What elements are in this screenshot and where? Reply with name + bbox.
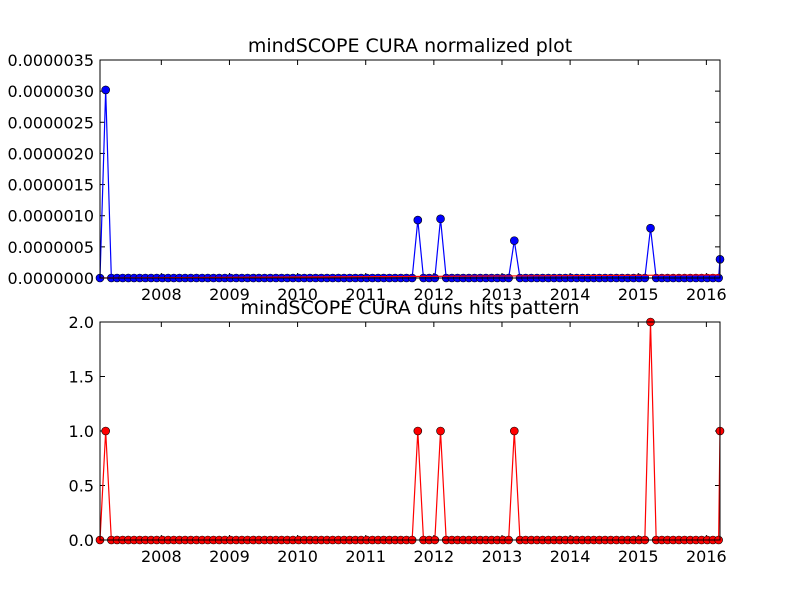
normalized-plot-x-tick-label: 2013: [482, 285, 523, 304]
duns-hits-x-tick-label: 2009: [209, 547, 250, 566]
duns-hits-title: mindSCOPE CURA duns hits pattern: [241, 297, 580, 319]
normalized-plot-y-tick-label: 0.0000035: [7, 51, 94, 70]
duns-hits-x-tick-label: 2016: [686, 547, 727, 566]
normalized-plot-y-tick-label: 0.0000000: [7, 269, 94, 288]
duns-hits-y-tick-label: 1.0: [69, 422, 94, 441]
duns-hits-x-tick-label: 2011: [345, 547, 386, 566]
duns-hits-point: [509, 426, 519, 436]
normalized-plot-point: [646, 223, 655, 233]
duns-hits-frame: [99, 321, 721, 541]
normalized-plot-x-tick-label: 2010: [277, 285, 318, 304]
normalized-plot-x-tick-label: 2011: [345, 285, 386, 304]
normalized-plot-point: [509, 236, 519, 245]
duns-hits-panel: mindSCOPE CURA duns hits pattern 2008 200…: [69, 297, 727, 566]
normalized-plot-x-tick-label: 2009: [209, 285, 250, 304]
normalized-plot-x-tick-label: 2012: [413, 285, 454, 304]
normalized-plot-y-tick-label: 0.0000030: [7, 82, 94, 101]
normalized-plot-y-tick-label: 0.0000025: [7, 113, 94, 132]
duns-hits-x-tick-label: 2014: [550, 547, 591, 566]
normalized-plot-panel: mindSCOPE CURA normalized plot 2008 2009 2…: [7, 35, 726, 304]
normalized-plot-x-tick-label: 2016: [686, 285, 727, 304]
normalized-plot-title: mindSCOPE CURA normalized plot: [248, 35, 572, 57]
normalized-plot-x-tick-label: 2014: [550, 285, 591, 304]
duns-hits-ticks: 2008 2009 2010 2011 2012 2013 2014 2015 2016 0.0 0…: [69, 313, 727, 566]
normalized-plot-y-tick-label: 0.0000015: [7, 176, 94, 195]
normalized-plot-point: [101, 85, 110, 95]
duns-hits-x-tick-label: 2015: [618, 547, 659, 566]
duns-hits-x-tick-label: 2012: [413, 547, 454, 566]
normalized-plot-x-tick-label: 2015: [618, 285, 659, 304]
duns-hits-y-tick-label: 0.0: [69, 531, 94, 550]
duns-hits-series-line: [99, 321, 721, 541]
normalized-plot-point: [413, 215, 423, 225]
normalized-plot-trend-line: [99, 274, 721, 279]
duns-hits-marks: [95, 317, 725, 545]
duns-hits-y-tick-label: 2.0: [69, 313, 94, 332]
duns-hits-point: [413, 426, 423, 436]
normalized-plot-point: [436, 214, 445, 224]
normalized-plot-series-line: [99, 89, 721, 279]
duns-hits-x-tick-label: 2010: [277, 547, 318, 566]
duns-hits-point: [436, 426, 445, 436]
normalized-plot-ticks: 2008 2009 2010 2011 2012 2013 2014 2015 2016 0.00…: [7, 51, 726, 304]
duns-hits-y-tick-label: 0.5: [69, 477, 94, 496]
duns-hits-y-tick-label: 1.5: [69, 368, 94, 387]
normalized-plot-y-tick-label: 0.0000005: [7, 238, 94, 257]
duns-hits-x-tick-label: 2008: [141, 547, 182, 566]
normalized-plot-y-tick-label: 0.0000020: [7, 144, 94, 163]
normalized-plot-frame: [99, 59, 721, 279]
duns-hits-x-tick-label: 2013: [482, 547, 523, 566]
duns-hits-point: [101, 426, 110, 436]
normalized-plot-marks: [95, 85, 725, 283]
normalized-plot-x-tick-label: 2008: [141, 285, 182, 304]
normalized-plot-y-tick-label: 0.0000010: [7, 207, 94, 226]
